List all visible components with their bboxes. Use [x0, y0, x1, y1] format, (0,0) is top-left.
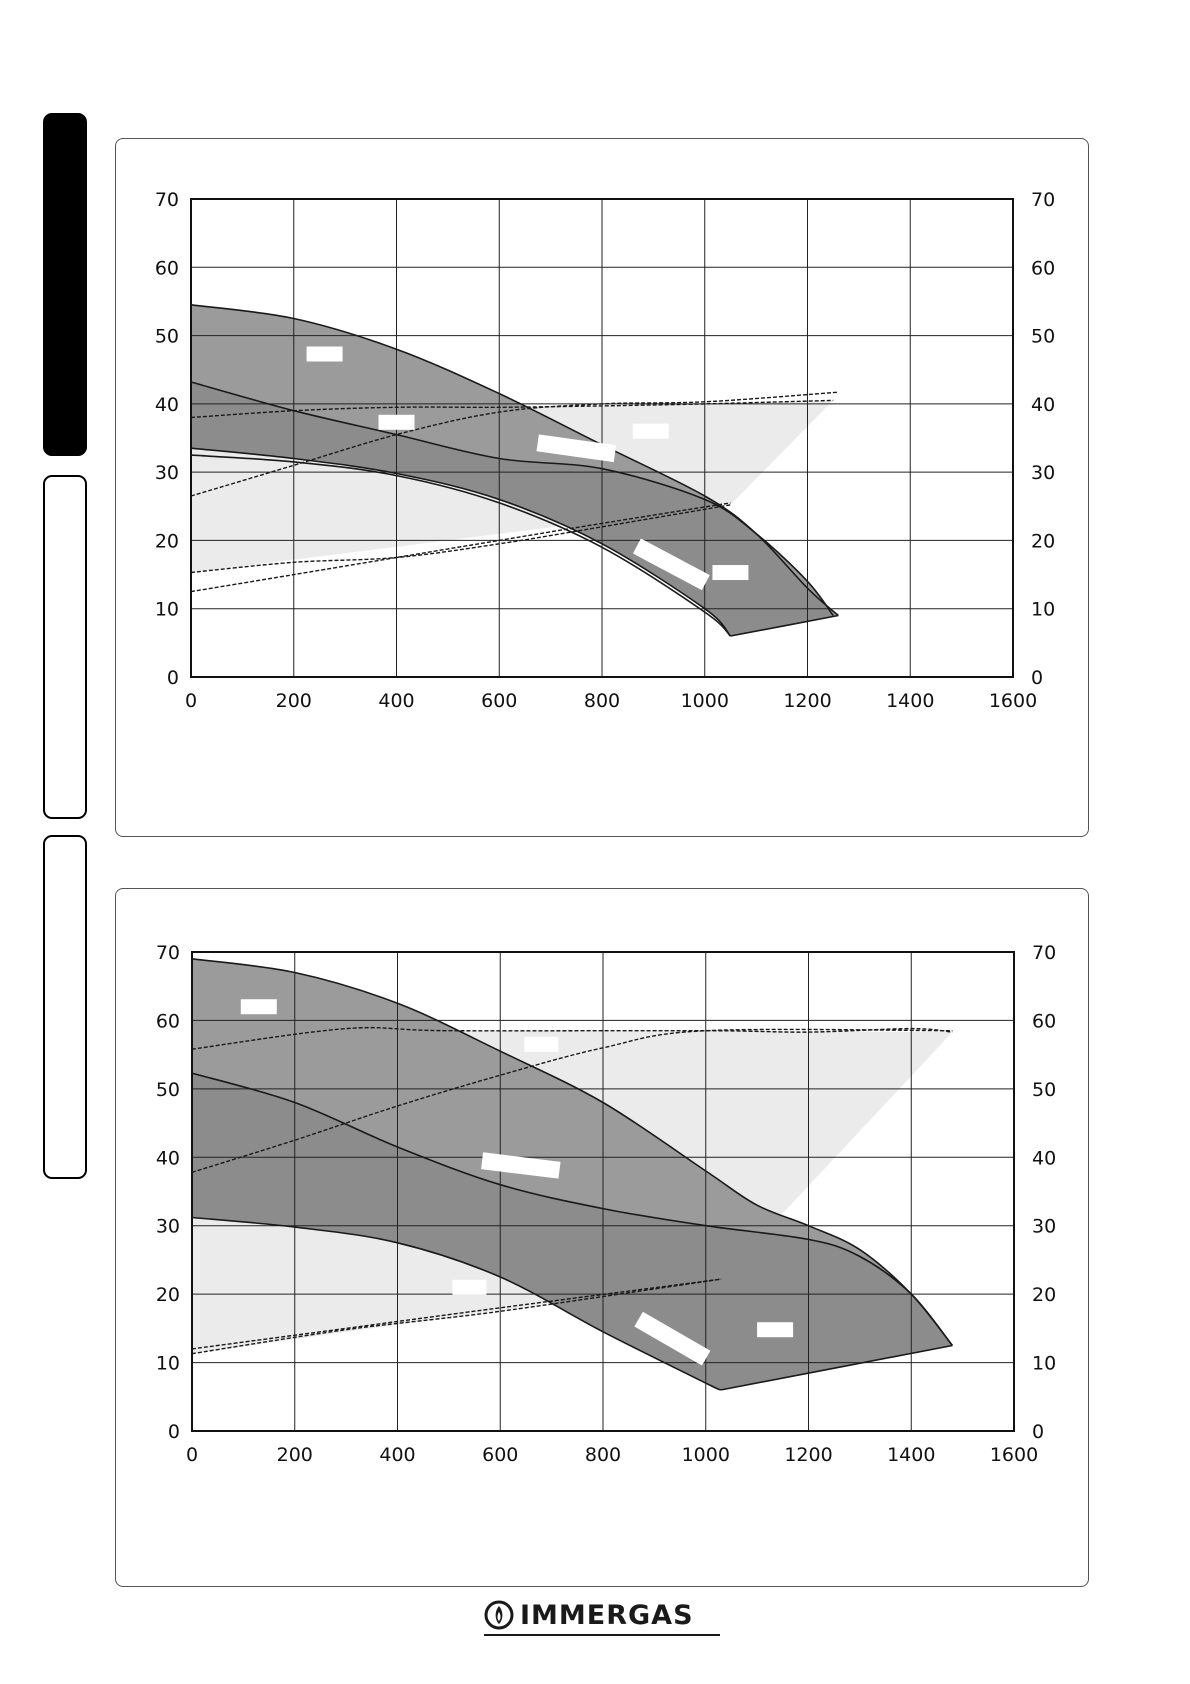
x-tick-label: 1600 [990, 1444, 1038, 1466]
y-tick-label-right: 40 [1032, 1147, 1056, 1169]
side-tab-active[interactable] [43, 113, 87, 456]
series-dashed-rising-2 [191, 1278, 722, 1355]
series-dashed-rising-2 [190, 504, 731, 574]
series-bottom-edge [730, 614, 839, 637]
y-tick-label-left: 0 [167, 667, 179, 689]
y-tick-label-left: 10 [155, 599, 179, 621]
lower-band-area [192, 1073, 953, 1390]
series-lower-curve [191, 1216, 722, 1391]
y-tick-label-left: 70 [155, 189, 179, 211]
y-tick-label-right: 0 [1031, 667, 1043, 689]
x-tick-label: 400 [379, 1444, 415, 1466]
side-tab-3[interactable] [43, 835, 87, 1179]
series-upper-curve [190, 304, 839, 617]
y-tick-label-right: 30 [1032, 1216, 1056, 1238]
series-middle-curve [191, 1072, 954, 1347]
series-dashed-top [190, 399, 834, 419]
y-tick-label-left: 10 [156, 1353, 180, 1375]
y-tick-label-right: 50 [1031, 326, 1055, 348]
x-tick-label: 200 [276, 690, 312, 712]
curve-label-box [306, 346, 343, 362]
x-tick-label: 1600 [989, 690, 1037, 712]
series-lower-curve-2 [190, 454, 731, 637]
y-tick-label-left: 50 [155, 326, 179, 348]
y-tick-label-right: 30 [1031, 462, 1055, 484]
series-bottom-edge [721, 1344, 953, 1391]
y-tick-label-right: 40 [1031, 394, 1055, 416]
x-tick-label: 0 [186, 1444, 198, 1466]
series-dashed-rising-1 [190, 391, 839, 497]
pump-curve-chart-1: 0 200 400 600 800 1000 1200 1400 160001020304050… [155, 189, 1055, 712]
curve-label-box [240, 999, 277, 1015]
plot-frame [190, 198, 1014, 678]
y-tick-label-right: 60 [1031, 257, 1055, 279]
y-tick-label-left: 0 [168, 1421, 180, 1443]
y-tick-label-right: 70 [1032, 942, 1056, 964]
curve-label-box [634, 1311, 711, 1366]
series-middle-curve [190, 381, 834, 616]
x-tick-label: 1400 [887, 1444, 935, 1466]
immergas-logo: IMMERGAS [484, 1598, 720, 1636]
y-tick-label-right: 50 [1032, 1079, 1056, 1101]
x-tick-label: 400 [378, 690, 414, 712]
x-tick-label: 1000 [681, 690, 729, 712]
x-tick-label: 1200 [784, 1444, 832, 1466]
y-tick-label-left: 60 [155, 257, 179, 279]
x-tick-label: 800 [585, 1444, 621, 1466]
logo-text: IMMERGAS [520, 1600, 694, 1631]
curve-label-box [757, 1322, 794, 1338]
y-tick-label-left: 60 [156, 1010, 180, 1032]
logo-underline [484, 1634, 720, 1636]
series-dashed-rising-1 [191, 1028, 953, 1173]
plot-frame [191, 951, 1015, 1432]
y-tick-label-left: 20 [155, 530, 179, 552]
curve-label-box [524, 1036, 559, 1052]
flame-logo-icon [484, 1600, 514, 1630]
y-tick-label-left: 30 [155, 462, 179, 484]
x-tick-label: 600 [482, 1444, 518, 1466]
y-tick-label-right: 10 [1032, 1353, 1056, 1375]
series-dashed-rising-3 [191, 1278, 722, 1350]
curve-label-box [632, 423, 669, 439]
series-dashed-rising-3 [190, 502, 731, 593]
series-dashed-top [191, 1026, 953, 1050]
y-tick-label-right: 20 [1031, 530, 1055, 552]
y-tick-label-left: 70 [156, 942, 180, 964]
y-tick-label-left: 40 [155, 394, 179, 416]
series-upper-curve [191, 958, 954, 1347]
curve-label-box [481, 1152, 561, 1179]
y-tick-label-right: 20 [1032, 1284, 1056, 1306]
x-tick-label: 0 [185, 690, 197, 712]
y-tick-label-right: 0 [1032, 1421, 1044, 1443]
x-tick-label: 1400 [886, 690, 934, 712]
series-lower-curve [190, 447, 732, 637]
x-tick-label: 1000 [682, 1444, 730, 1466]
curve-label-box [536, 434, 617, 463]
x-tick-label: 800 [584, 690, 620, 712]
x-tick-label: 600 [481, 690, 517, 712]
curve-label-box [632, 538, 710, 591]
y-tick-label-right: 60 [1032, 1010, 1056, 1032]
y-tick-label-left: 50 [156, 1079, 180, 1101]
y-tick-label-right: 70 [1031, 189, 1055, 211]
y-tick-label-left: 20 [156, 1284, 180, 1306]
x-tick-label: 1200 [783, 690, 831, 712]
curve-label-box [378, 414, 415, 430]
side-tab-2[interactable] [43, 475, 87, 819]
curve-label-box [712, 565, 749, 581]
y-tick-label-left: 40 [156, 1147, 180, 1169]
y-tick-label-left: 30 [156, 1216, 180, 1238]
y-tick-label-right: 10 [1031, 599, 1055, 621]
x-tick-label: 200 [277, 1444, 313, 1466]
curve-label-box [452, 1279, 487, 1295]
